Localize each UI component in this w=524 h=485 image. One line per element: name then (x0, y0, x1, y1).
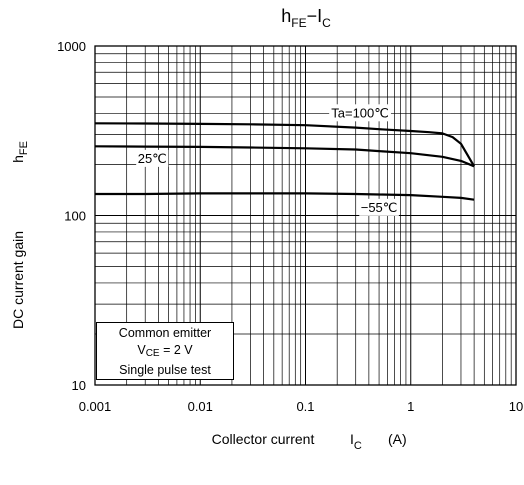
note-line-3: Single pulse test (119, 363, 211, 377)
plot-frame (94, 45, 517, 386)
chart-title: hFE−IC (281, 6, 331, 30)
x-axis-symbol: IC (350, 431, 362, 452)
curve-label-bg (329, 104, 391, 122)
curve-label-bg (359, 198, 399, 216)
curve-label: 25℃ (138, 151, 167, 166)
curve-labels: Ta=100℃ 25℃ −55℃ (136, 104, 399, 216)
note-line-2: VCE = 2 V (137, 343, 193, 359)
test-conditions-box: Common emitter VCE = 2 V Single pulse te… (96, 322, 234, 380)
x-axis-label: Collector current (212, 431, 315, 447)
x-tick-label: 10 (509, 399, 523, 414)
x-tick-label: 0.1 (296, 399, 314, 414)
x-tick-label: 0.01 (188, 399, 213, 414)
curve-label-bg (136, 149, 169, 167)
curve-label: Ta=100℃ (331, 105, 389, 120)
x-tick-label: 0.001 (79, 399, 112, 414)
x-axis-unit: (A) (388, 431, 407, 447)
y-tick-label: 1000 (57, 39, 86, 54)
x-tick-label: 1 (407, 399, 414, 414)
grid (95, 46, 516, 385)
curves (94, 122, 476, 201)
tick-labels: 0.001 0.01 0.1 1 10 10 100 1000 (57, 39, 523, 414)
curve-label: −55℃ (361, 200, 398, 215)
y-axis-label: DC current gain (10, 231, 26, 329)
note-line-1: Common emitter (118, 326, 212, 340)
series-line-2 (95, 192, 475, 201)
series-line-1 (94, 145, 475, 168)
series-line-0 (94, 122, 476, 167)
y-axis-symbol: hFE (10, 141, 30, 163)
y-tick-label: 100 (64, 209, 86, 224)
y-tick-label: 10 (72, 378, 86, 393)
